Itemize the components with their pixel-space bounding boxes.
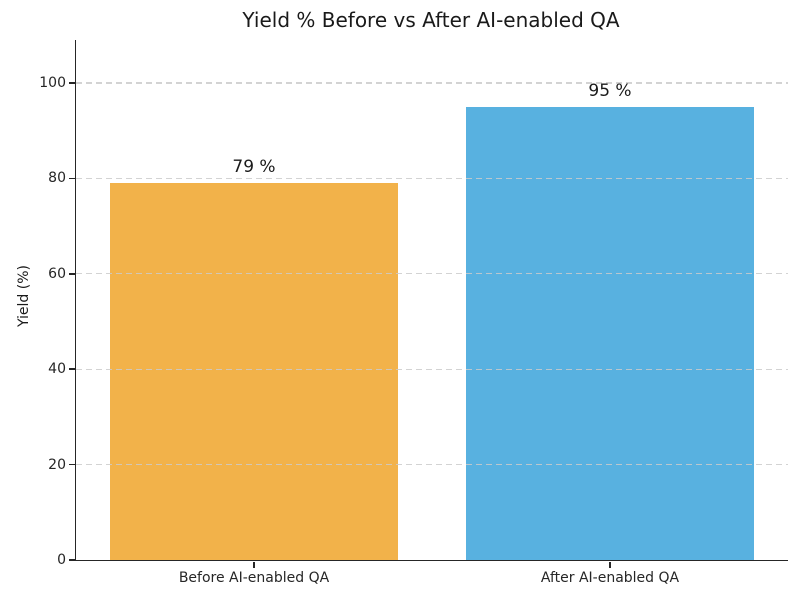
plot-area: 79 % 95 % 0 20 40 60 80 100 Before AI-enabled … <box>39 40 788 586</box>
y-tick-mark-60 <box>68 273 75 275</box>
x-tick-label-1: Before AI-enabled QA <box>178 570 330 586</box>
x-tick-mark-1 <box>253 561 255 568</box>
y-tick-mark-40 <box>68 368 75 370</box>
bar-after-ai-enabled-qa <box>465 106 755 560</box>
y-tick-label-0: 0 <box>57 552 66 568</box>
bar-value-label: 79 % <box>232 157 276 178</box>
gridline-80 <box>76 177 788 179</box>
y-tick-label-40: 40 <box>48 361 66 378</box>
gridline-40 <box>76 368 788 370</box>
y-tick-label-80: 80 <box>48 170 66 187</box>
chart-title: Yield % Before vs After AI-enabled QA <box>242 8 620 32</box>
x-tick-mark-2 <box>609 561 611 568</box>
y-axis-label: Yield (%) <box>16 265 32 328</box>
y-tick-mark-20 <box>68 463 75 466</box>
bar-before-ai-enabled-qa <box>109 183 399 560</box>
gridline-100 <box>76 82 788 84</box>
y-tick-mark-0 <box>68 559 75 561</box>
gridline-60 <box>76 273 788 275</box>
x-tick-label-2: After AI-enabled QA <box>540 570 680 586</box>
bar-value-label: 95 % <box>588 80 632 101</box>
y-tick-label-100: 100 <box>39 74 66 91</box>
y-tick-mark-80 <box>68 177 75 180</box>
y-tick-label-20: 20 <box>48 456 66 473</box>
y-tick-label-60: 60 <box>48 265 66 282</box>
y-tick-mark-100 <box>68 82 75 84</box>
gridline-20 <box>76 463 788 466</box>
